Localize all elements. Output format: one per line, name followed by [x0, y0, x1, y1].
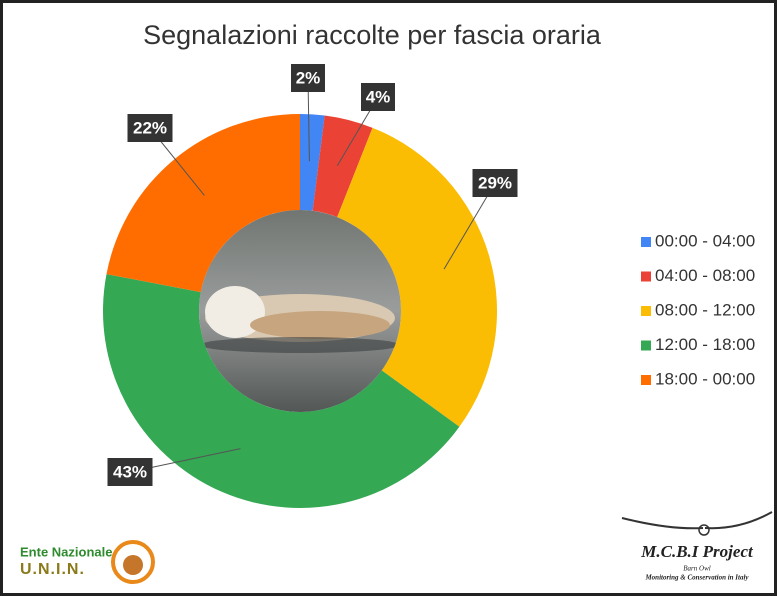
label-box	[361, 83, 395, 111]
legend-swatch	[641, 340, 651, 351]
legend-swatch	[641, 375, 651, 385]
logo-left: Ente Nazionale U.N.I.N.	[20, 540, 155, 584]
slice	[300, 114, 325, 211]
chart-title: Segnalazioni raccolte per fascia oraria	[143, 20, 602, 50]
data-label: 22%	[133, 118, 167, 137]
logo-title: M.C.B.I Project	[640, 542, 754, 561]
slice	[337, 127, 498, 427]
data-label: 43%	[113, 462, 147, 481]
data-label: 29%	[478, 173, 512, 192]
legend-swatch	[641, 306, 651, 316]
data-label: 4%	[366, 87, 391, 106]
slice	[106, 114, 300, 293]
label-box	[472, 169, 518, 197]
slice	[103, 274, 460, 508]
label-box	[291, 64, 325, 92]
legend-swatch	[641, 271, 651, 282]
legend-swatch	[641, 237, 651, 247]
leader-line	[443, 182, 496, 270]
legend-label: 04:00 - 08:00	[655, 266, 755, 285]
label-box	[127, 114, 173, 142]
legend-label: 08:00 - 12:00	[655, 300, 755, 319]
legend-label: 00:00 - 04:00	[655, 231, 755, 250]
slice	[312, 115, 373, 218]
data-label: 2%	[296, 68, 321, 87]
logo-name: Ente Nazionale	[20, 544, 112, 559]
label-box	[107, 458, 153, 486]
legend-label: 12:00 - 18:00	[655, 335, 755, 354]
photo	[199, 210, 401, 412]
logo-acronym: U.N.I.N.	[20, 561, 85, 578]
logo-right: M.C.B.I Project Barn Owl Monitoring & Co…	[621, 511, 773, 582]
logo-tagline: Monitoring & Conservation in Italy	[644, 574, 749, 582]
legend-label: 18:00 - 00:00	[655, 369, 755, 388]
logo-subtitle: Barn Owl	[683, 565, 710, 573]
